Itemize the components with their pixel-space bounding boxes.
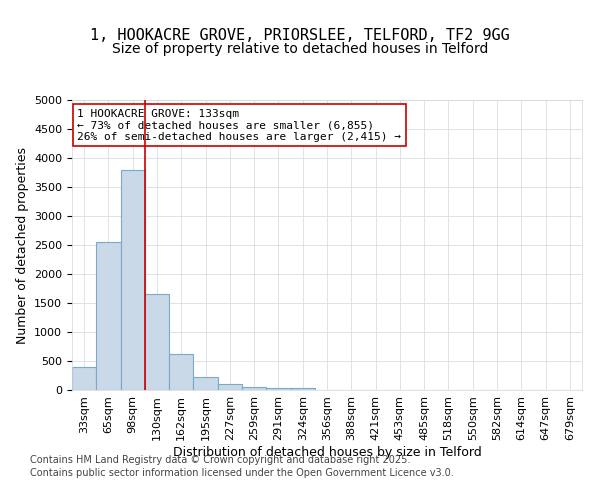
Bar: [121, 170, 145, 390]
Bar: [218, 384, 242, 390]
X-axis label: Distribution of detached houses by size in Telford: Distribution of detached houses by size …: [173, 446, 481, 458]
Text: 1 HOOKACRE GROVE: 133sqm
← 73% of detached houses are smaller (6,855)
26% of sem: 1 HOOKACRE GROVE: 133sqm ← 73% of detach…: [77, 108, 401, 142]
Text: 1, HOOKACRE GROVE, PRIORSLEE, TELFORD, TF2 9GG: 1, HOOKACRE GROVE, PRIORSLEE, TELFORD, T…: [90, 28, 510, 42]
Bar: [72, 367, 96, 390]
Bar: [169, 354, 193, 390]
Bar: [193, 376, 218, 390]
Text: Contains public sector information licensed under the Open Government Licence v3: Contains public sector information licen…: [30, 468, 454, 477]
Bar: [145, 294, 169, 390]
Bar: [242, 387, 266, 390]
Bar: [96, 242, 121, 390]
Y-axis label: Number of detached properties: Number of detached properties: [16, 146, 29, 344]
Bar: [290, 388, 315, 390]
Bar: [266, 388, 290, 390]
Text: Contains HM Land Registry data © Crown copyright and database right 2025.: Contains HM Land Registry data © Crown c…: [30, 455, 410, 465]
Text: Size of property relative to detached houses in Telford: Size of property relative to detached ho…: [112, 42, 488, 56]
